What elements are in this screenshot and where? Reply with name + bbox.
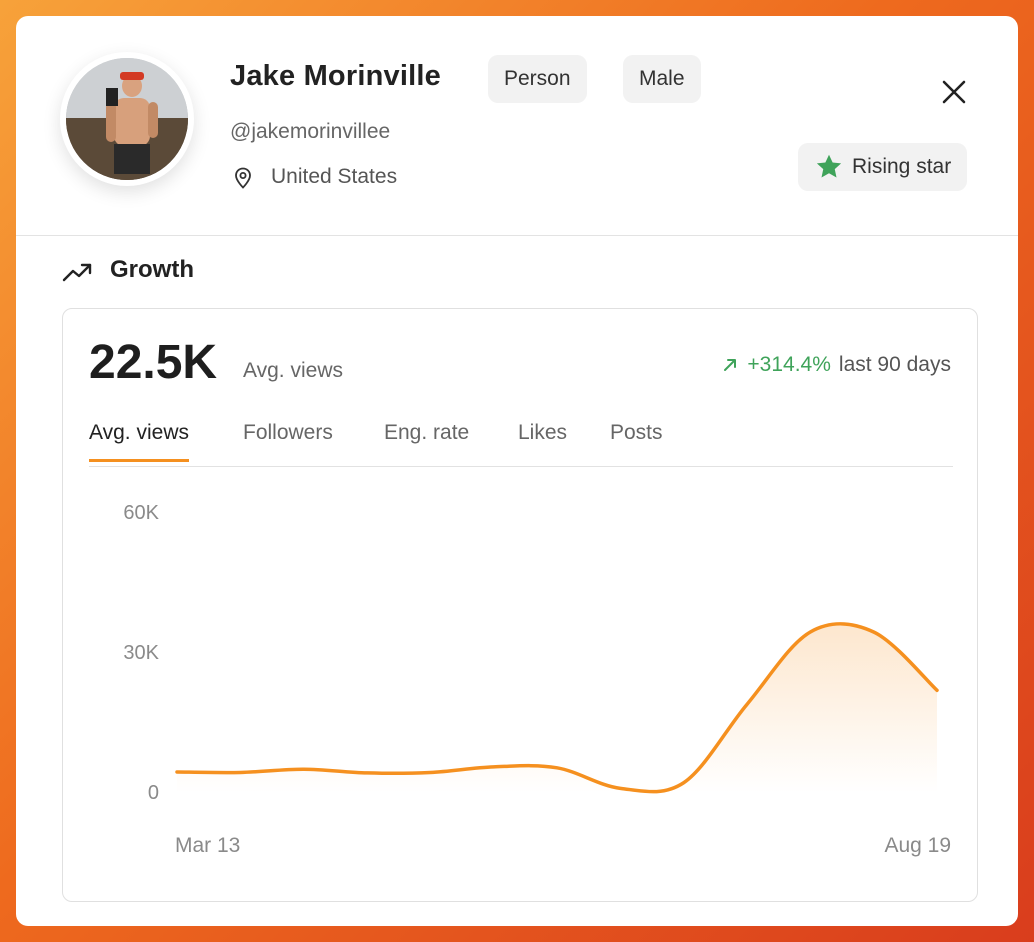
tag-person: Person — [488, 55, 587, 103]
rising-star-badge: Rising star — [798, 143, 968, 191]
profile-location: United States — [271, 165, 398, 188]
tab-posts[interactable]: Posts — [610, 421, 663, 444]
profile-handle: @jakemorinvillee — [230, 120, 391, 143]
tag-gender: Male — [623, 55, 701, 103]
y-tick-label: 0 — [148, 782, 159, 804]
y-tick-label: 30K — [123, 642, 159, 664]
x-tick-label: Mar 13 — [175, 834, 240, 857]
y-tick-label: 60K — [123, 502, 159, 524]
tab-eng-rate[interactable]: Eng. rate — [384, 421, 470, 444]
series-area — [177, 623, 937, 793]
growth-panel: 22.5K Avg. views +314.4% last 90 days Av… — [62, 308, 978, 902]
change-percent: +314.4% — [747, 353, 831, 376]
metric-value: 22.5K — [89, 336, 218, 389]
header-divider — [16, 235, 1018, 236]
profile-card: Jake Morinville Person Male @jakemorinvi… — [16, 16, 1018, 926]
trending-up-icon — [62, 263, 92, 282]
location-pin-icon — [235, 167, 251, 189]
close-icon[interactable] — [938, 76, 970, 108]
section-title: Growth — [110, 256, 194, 283]
x-tick-label: Aug 19 — [884, 834, 951, 857]
change-period: last 90 days — [838, 353, 951, 376]
series-line — [175, 622, 939, 794]
avatar-image — [66, 58, 188, 180]
profile-name: Jake Morinville — [230, 60, 441, 92]
star-icon — [816, 154, 842, 178]
tab-likes[interactable]: Likes — [518, 421, 568, 444]
metric-change: +314.4% last 90 days — [721, 353, 951, 377]
growth-chart: 60K 30K 0 Mar 13 Aug 19 — [123, 502, 951, 857]
avatar — [60, 52, 194, 186]
tab-followers[interactable]: Followers — [243, 421, 333, 444]
metric-label: Avg. views — [243, 359, 343, 382]
arrow-up-right-icon — [724, 359, 737, 371]
rising-star-label: Rising star — [852, 155, 952, 178]
metric-tabs: Avg. views Followers Eng. rate Likes Pos… — [89, 417, 953, 467]
tab-avg-views[interactable]: Avg. views — [89, 421, 189, 462]
